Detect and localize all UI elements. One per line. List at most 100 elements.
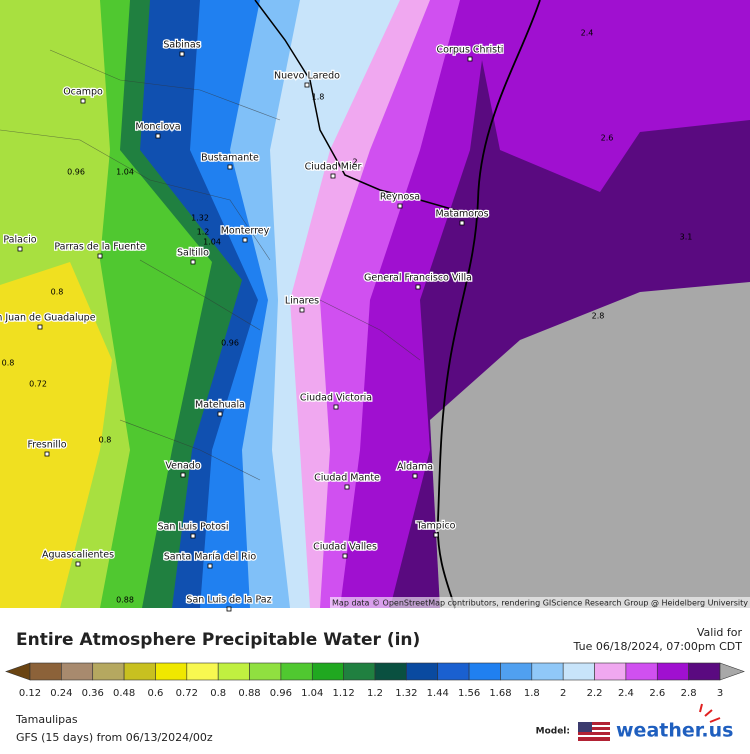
legend-title: Entire Atmosphere Precipitable Water (in… xyxy=(16,630,420,650)
colorbar-label: 0.24 xyxy=(50,688,72,699)
city-dot xyxy=(333,404,339,410)
city-dot xyxy=(227,164,233,170)
contour-label: 2.4 xyxy=(581,29,594,38)
city-dot xyxy=(190,259,196,265)
colorbar-swatch xyxy=(437,662,470,681)
contour-label: 1.2 xyxy=(197,228,210,237)
colorbar-swatch xyxy=(29,662,62,681)
city-dot xyxy=(304,82,310,88)
colorbar-label: 0.6 xyxy=(148,688,164,699)
city-label: San Juan de Guadalupe xyxy=(0,313,96,324)
contour-label: 0.8 xyxy=(99,436,112,445)
city-label: Sabinas xyxy=(163,40,200,51)
city-label: Ciudad Mier xyxy=(305,162,362,173)
city-dot xyxy=(226,606,232,612)
city-label: Nuevo Laredo xyxy=(274,71,340,82)
colorbar-swatch xyxy=(500,662,533,681)
colorbar-label: 0.8 xyxy=(210,688,226,699)
colorbar-swatch xyxy=(249,662,282,681)
city-dot xyxy=(44,451,50,457)
colorbar-label: 1.04 xyxy=(301,688,323,699)
contour-label: 2 xyxy=(352,158,357,167)
contour-label: 2.8 xyxy=(592,312,605,321)
attribution: Map data © OpenStreetMap contributors, r… xyxy=(332,599,748,608)
contour-label: 0.8 xyxy=(51,288,64,297)
city-dot xyxy=(415,284,421,290)
legend: Entire Atmosphere Precipitable Water (in… xyxy=(5,626,745,744)
contour-label: 1.04 xyxy=(116,168,134,177)
contour-labels: 2.41.82.60.96 1.0421.321.21.043.10.82.80.… xyxy=(2,29,693,605)
map-region xyxy=(430,282,750,608)
city-label: Venado xyxy=(165,461,200,472)
logo-rays xyxy=(699,703,721,723)
colorbar-swatch xyxy=(343,662,376,681)
colorbar-label: 1.8 xyxy=(524,688,540,699)
border xyxy=(254,0,463,213)
colorbar-swatch xyxy=(61,662,94,681)
colorbar-label: 0.12 xyxy=(19,688,41,699)
city-label: Ocampo xyxy=(63,87,103,98)
map-region xyxy=(0,262,112,608)
contour-label: 0.96 xyxy=(221,339,239,348)
colorbar-swatch xyxy=(625,662,658,681)
city-dot xyxy=(37,324,43,330)
city-label: Ciudad Mante xyxy=(314,473,380,484)
city-dot xyxy=(344,484,350,490)
city-dot xyxy=(97,253,103,259)
colorbar-label: 1.2 xyxy=(367,688,383,699)
flag xyxy=(578,722,610,741)
brand[interactable]: weather.us xyxy=(616,720,733,742)
colorbar-label: 2.8 xyxy=(681,688,697,699)
colorbar-swatch xyxy=(280,662,313,681)
colorbar-label: 1.68 xyxy=(489,688,511,699)
city-label: Monterrey xyxy=(221,226,270,237)
city-label: Parras de la Fuente xyxy=(54,242,145,253)
colorbar-swatch xyxy=(186,662,219,681)
contour-label: 3.1 xyxy=(680,233,693,242)
city-label: San Luis Potosi xyxy=(158,522,229,533)
colorbar-swatch xyxy=(92,662,125,681)
colorbar-label: 0.48 xyxy=(113,688,135,699)
colorbar-label: 0.72 xyxy=(176,688,198,699)
state-border xyxy=(0,49,421,481)
colorbar-label: 2 xyxy=(560,688,566,699)
city-label: Saltillo xyxy=(177,248,209,259)
colorbar-swatch xyxy=(688,662,721,681)
city-dot xyxy=(179,51,185,57)
colorbar-label: 2.6 xyxy=(649,688,665,699)
colorbar-swatch xyxy=(562,662,595,681)
colorbar-swatch xyxy=(374,662,407,681)
city-labels: Sabinas Nuevo Laredo Corpus Christi Ocampo M… xyxy=(0,38,505,612)
colorbar-label: 1.56 xyxy=(458,688,480,699)
city-label: Monclova xyxy=(135,122,180,133)
city-dot xyxy=(397,203,403,209)
contour-label: 1.32 xyxy=(191,214,209,223)
city-label: Fresnillo xyxy=(27,440,66,451)
city-dot xyxy=(75,561,81,567)
contour-label: 0.96 xyxy=(67,168,85,177)
contour-label: 1.04 xyxy=(203,238,221,247)
city-dot xyxy=(412,473,418,479)
city-dot xyxy=(217,411,223,417)
city-label: Corpus Christi xyxy=(437,45,504,56)
colorbar-swatch xyxy=(594,662,627,681)
city-label: Matamoros xyxy=(435,209,488,220)
colorbar-label: 1.44 xyxy=(427,688,449,699)
colorbar-swatch xyxy=(656,662,689,681)
attribution-bg xyxy=(330,597,750,608)
city-dot xyxy=(459,220,465,226)
colorbar-swatch xyxy=(531,662,564,681)
contour-label: 0.8 xyxy=(2,359,15,368)
contour-label: 0.72 xyxy=(29,380,47,389)
city-label: Ciudad Valles xyxy=(313,542,377,553)
city-label: Linares xyxy=(285,296,319,307)
colorbar-label: 0.36 xyxy=(82,688,104,699)
colorbar-swatch xyxy=(311,662,344,681)
colorbar: 0.12 0.24 0.36 0.48 0.6 0.72 0.8 0.88 0.96 1.04 1.… xyxy=(5,662,745,699)
contour-label: 0.88 xyxy=(116,596,134,605)
colorbar-label: 0.88 xyxy=(238,688,260,699)
colorbar-label: 1.32 xyxy=(395,688,417,699)
city-label: Palacio xyxy=(3,235,36,246)
city-label: Ciudad Victoria xyxy=(300,393,372,404)
map: Sabinas Nuevo Laredo Corpus Christi Ocampo M… xyxy=(0,0,750,612)
